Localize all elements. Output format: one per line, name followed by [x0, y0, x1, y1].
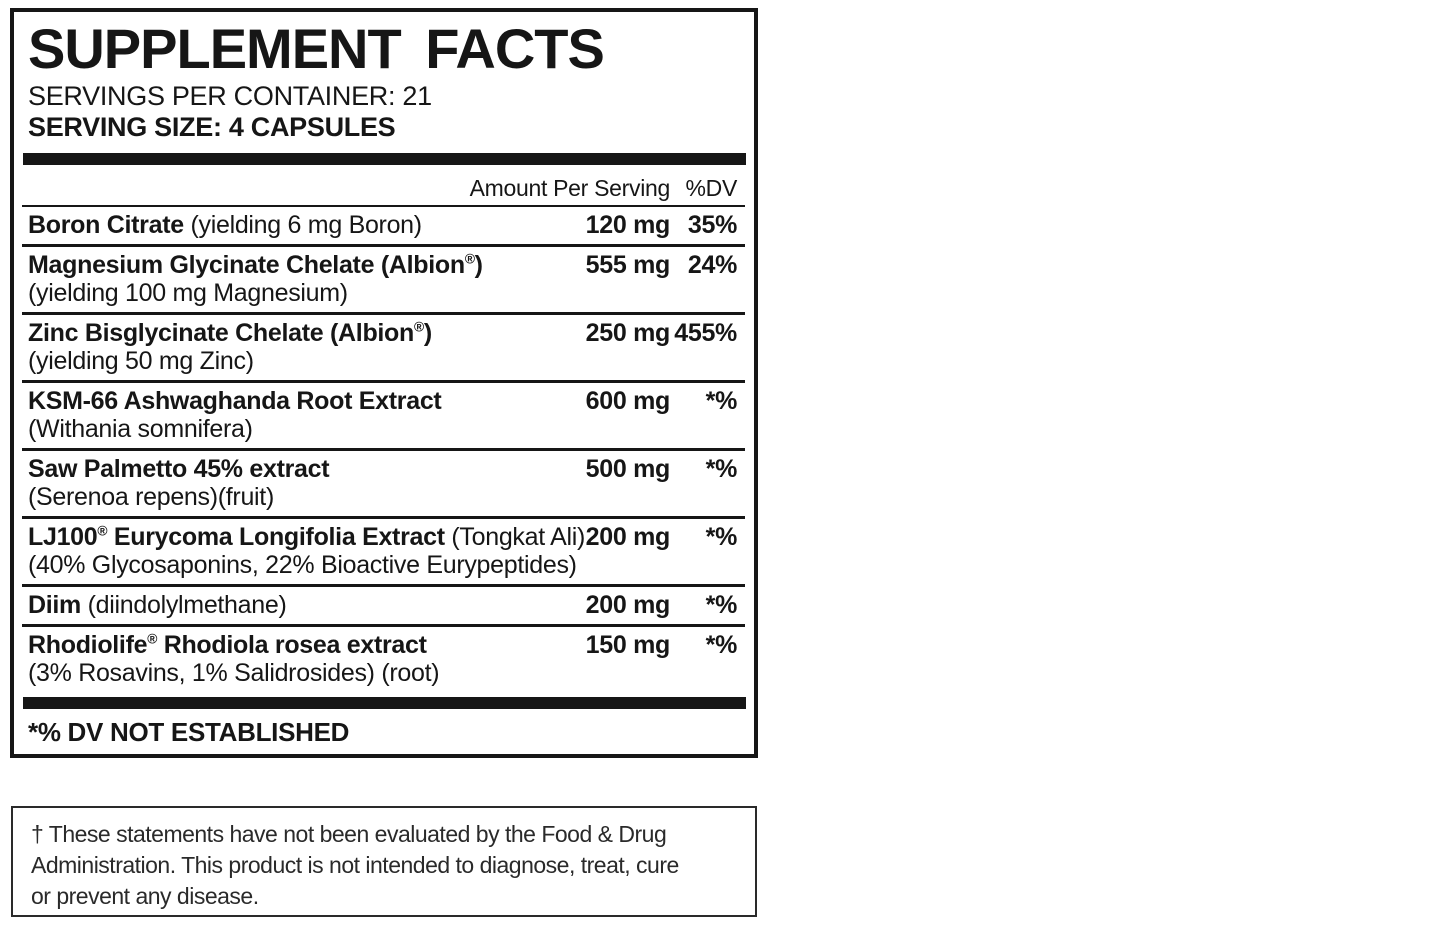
ingredient-note: (yielding 6 mg Boron)	[183, 211, 422, 240]
disclaimer-line: Administration. This product is not inte…	[31, 852, 679, 878]
table-row: LJ100® Eurycoma Longifolia Extract (Tong…	[22, 516, 745, 584]
ingredient-name: LJ100® Eurycoma Longifolia Extract	[28, 523, 445, 552]
ingredient-name: Zinc Bisglycinate Chelate (Albion®)	[28, 319, 432, 348]
dv-footnote: *% DV NOT ESTABLISHED	[28, 717, 350, 748]
ingredient-subline: (3% Rosavins, 1% Salidrosides) (root)	[28, 659, 440, 688]
ingredient-subline: (Withania somnifera)	[28, 415, 253, 444]
ingredient-note: (Tongkat Ali)	[444, 523, 586, 552]
ingredient-dv: *%	[705, 523, 738, 552]
ingredient-name: Saw Palmetto 45% extract	[28, 455, 330, 484]
table-row: Magnesium Glycinate Chelate (Albion®) 55…	[22, 244, 745, 312]
serving-size: SERVING SIZE: 4 CAPSULES	[28, 112, 396, 143]
table-row: KSM-66 Ashwaghanda Root Extract 600 mg *…	[22, 380, 745, 448]
disclaimer-box: † These statements have not been evaluat…	[11, 806, 757, 917]
ingredient-dv: 35%	[687, 211, 737, 240]
facts-table: Amount Per Serving %DV Boron Citrate (yi…	[22, 165, 745, 692]
panel-title: SUPPLEMENT FACTS	[28, 17, 605, 80]
disclaimer-line: or prevent any disease.	[31, 883, 259, 909]
supplement-facts-panel: SUPPLEMENT FACTS SERVINGS PER CONTAINER:…	[10, 8, 758, 758]
ingredient-name: Diim	[28, 591, 81, 620]
ingredient-name: Magnesium Glycinate Chelate (Albion®)	[28, 251, 483, 280]
ingredient-amount: 200 mg	[585, 591, 671, 620]
table-row: Diim (diindolylmethane) 200 mg *%	[22, 584, 745, 624]
disclaimer-line: † These statements have not been evaluat…	[31, 821, 667, 847]
servings-per-container: SERVINGS PER CONTAINER: 21	[28, 81, 432, 112]
panel-header: SUPPLEMENT FACTS SERVINGS PER CONTAINER:…	[14, 12, 754, 143]
ingredient-subline: (yielding 50 mg Zinc)	[28, 347, 254, 376]
ingredient-amount: 250 mg	[585, 319, 671, 348]
ingredient-dv: *%	[705, 631, 738, 660]
dv-column-header: %DV	[685, 175, 737, 202]
table-row: Saw Palmetto 45% extract 500 mg *% (Sere…	[22, 448, 745, 516]
ingredient-name: Rhodiolife® Rhodiola rosea extract	[28, 631, 427, 660]
ingredient-amount: 500 mg	[585, 455, 671, 484]
ingredient-dv: *%	[705, 387, 738, 416]
table-row: Rhodiolife® Rhodiola rosea extract 150 m…	[22, 624, 745, 692]
divider-bar-top	[23, 153, 746, 166]
ingredient-subline: (Serenoa repens)(fruit)	[28, 483, 274, 512]
ingredient-amount: 150 mg	[585, 631, 671, 660]
ingredient-dv: 24%	[687, 251, 737, 280]
divider-bar-bottom	[23, 697, 746, 710]
ingredient-note: (diindolylmethane)	[80, 591, 287, 620]
ingredient-subline: (yielding 100 mg Magnesium)	[28, 279, 348, 308]
ingredient-subline: (40% Glycosaponins, 22% Bioactive Eurype…	[28, 551, 577, 580]
ingredient-name: Boron Citrate	[28, 211, 184, 240]
ingredient-amount: 120 mg	[585, 211, 671, 240]
ingredient-amount: 600 mg	[585, 387, 671, 416]
column-header-row: Amount Per Serving %DV	[22, 165, 745, 208]
ingredient-dv: *%	[705, 591, 738, 620]
ingredient-amount: 555 mg	[585, 251, 671, 280]
ingredient-dv: 455%	[674, 319, 737, 348]
table-row: Boron Citrate (yielding 6 mg Boron) 120 …	[22, 207, 745, 244]
table-row: Zinc Bisglycinate Chelate (Albion®) 250 …	[22, 312, 745, 380]
ingredient-dv: *%	[705, 455, 738, 484]
amount-column-header: Amount Per Serving	[469, 175, 671, 202]
ingredient-name: KSM-66 Ashwaghanda Root Extract	[28, 387, 442, 416]
ingredient-amount: 200 mg	[585, 523, 671, 552]
